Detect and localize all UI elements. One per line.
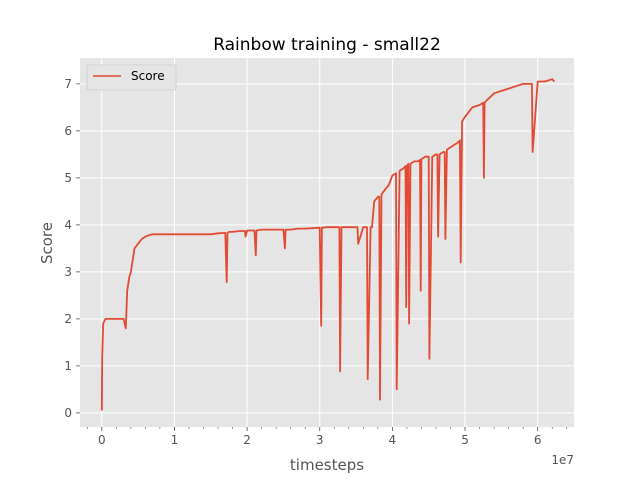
x-tick-label: 3 xyxy=(316,433,324,447)
y-axis-label: Score xyxy=(38,222,56,264)
x-axis: 0 1 2 3 4 5 6 xyxy=(86,427,568,447)
x-tick-label: 4 xyxy=(389,433,397,447)
y-tick-label: 0 xyxy=(64,406,72,420)
series-layer xyxy=(100,78,556,411)
x-tick-label: 1 xyxy=(171,433,179,447)
x-axis-label: timesteps xyxy=(290,456,364,474)
y-tick-label: 4 xyxy=(64,218,72,232)
y-tick-label: 1 xyxy=(64,359,72,373)
y-tick-label: 5 xyxy=(64,171,72,185)
y-tick-label: 6 xyxy=(64,124,72,138)
y-tick-label: 2 xyxy=(64,312,72,326)
x-tick-label: 6 xyxy=(534,433,542,447)
x-tick-label: 2 xyxy=(243,433,251,447)
legend-box xyxy=(86,64,177,91)
legend: Score xyxy=(86,64,177,91)
x-tick-label: 5 xyxy=(461,433,469,447)
plot-area xyxy=(80,58,574,427)
y-axis: 0 1 2 3 4 5 6 7 xyxy=(64,77,80,420)
grid xyxy=(80,58,574,427)
x-tick-label: 0 xyxy=(98,433,106,447)
y-tick-label: 3 xyxy=(64,265,72,279)
y-tick-label: 7 xyxy=(64,77,72,91)
series-line-score xyxy=(100,78,556,411)
chart-title: Rainbow training - small22 xyxy=(213,35,441,55)
x-offset-label: 1e7 xyxy=(551,453,574,467)
legend-label: Score xyxy=(131,69,165,83)
